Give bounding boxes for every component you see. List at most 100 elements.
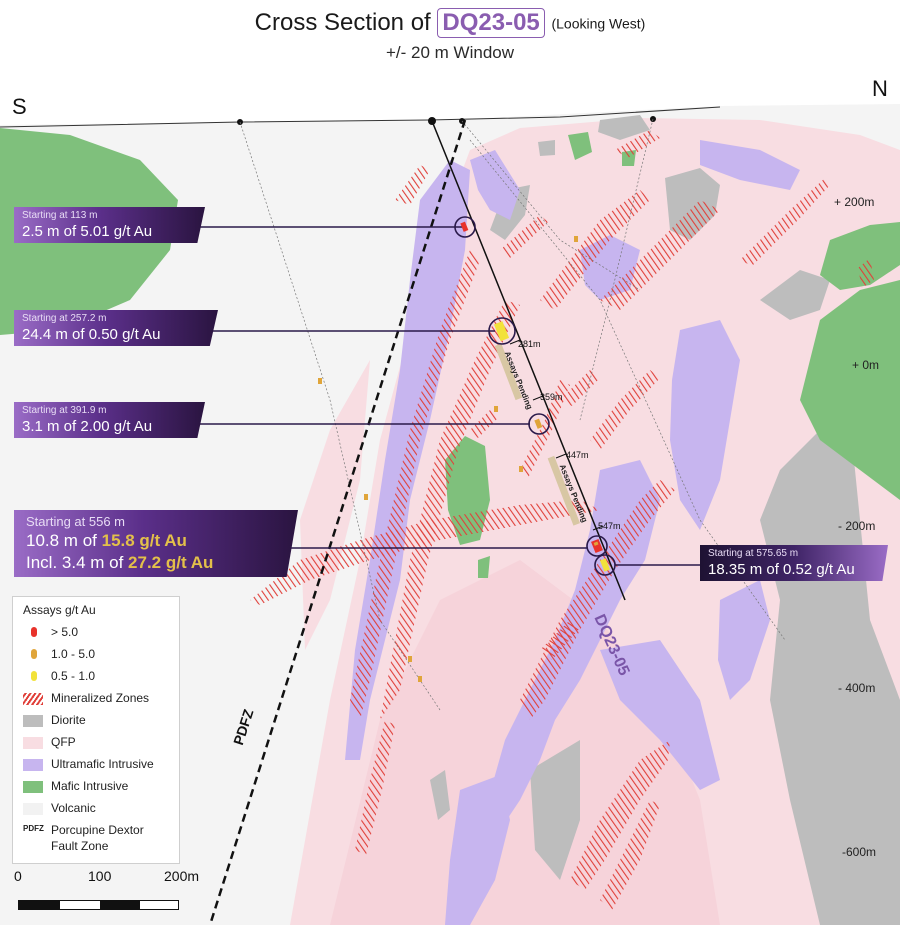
legend-item-label: Mafic Intrusive [51, 779, 129, 793]
legend-item-pdfz: PDFZ Porcupine Dextor Fault Zone [23, 823, 173, 857]
intercept-callout-257: Starting at 257.2 m 24.4 m of 0.50 g/t A… [14, 310, 218, 346]
assay-mid [593, 541, 599, 546]
callout-include: Incl. 3.4 m of 27.2 g/t Au [26, 552, 286, 574]
pdfz-fault-line [208, 119, 467, 925]
elevation-label: - 400m [838, 681, 876, 695]
small-assay-dots [318, 236, 578, 682]
intercept-callout-391: Starting at 391.9 m 3.1 m of 2.00 g/t Au [14, 402, 205, 438]
mafic-right-2 [820, 222, 900, 290]
title-hole-id: DQ23-05 [437, 8, 545, 38]
callout-start: Starting at 556 m [26, 514, 125, 529]
depth-label: 447m [566, 450, 589, 460]
depth-label: 281m [518, 339, 541, 349]
callout-start: Starting at 575.65 m [708, 548, 799, 559]
swatch-icon [23, 759, 43, 771]
assay-low [493, 321, 510, 342]
callout-result: 3.1 m of 2.00 g/t Au [22, 418, 153, 435]
intercept-callout-113: Starting at 113 m 2.5 m of 5.01 g/t Au [14, 207, 205, 243]
legend-item: QFP [23, 735, 173, 751]
legend-item-label: 0.5 - 1.0 [51, 669, 96, 683]
assay-high [460, 221, 469, 232]
legend-item: Ultramafic Intrusive [23, 757, 173, 773]
elevation-label: + 0m [852, 358, 880, 372]
legend-item-label: Volcanic [51, 801, 96, 815]
legend-item-label: > 5.0 [51, 625, 79, 639]
scale-segment [100, 900, 140, 910]
scale-label: 100 [88, 868, 112, 884]
assay-mid [534, 418, 543, 429]
scale-label: 0 [14, 868, 22, 884]
hatch-swatch-icon [23, 693, 43, 705]
assay-low [599, 558, 611, 572]
callout-leaders [190, 226, 700, 566]
swatch-icon [23, 781, 43, 793]
ultramafic-8 [718, 580, 770, 700]
legend-item-label: Fault Zone [51, 839, 109, 853]
legend-item: > 5.0 [23, 625, 173, 641]
ultramafic-9 [700, 140, 800, 190]
legend: Assays g/t Au > 5.0 1.0 - 5.0 0.5 - 1.0 … [12, 596, 180, 864]
assays-pending-segment-2 [547, 455, 580, 526]
legend-item: Volcanic [23, 801, 173, 817]
legend-item-label: 1.0 - 5.0 [51, 647, 96, 661]
callout-start: Starting at 113 m [22, 210, 98, 221]
callout-result-grade: 15.8 g/t Au [101, 531, 187, 550]
diorite-low-2 [430, 770, 450, 820]
legend-item-label: QFP [51, 735, 76, 749]
assay-dot-icon [31, 671, 37, 681]
swatch-icon [23, 737, 43, 749]
callout-result: 10.8 m of 15.8 g/t Au [26, 530, 286, 552]
legend-item-label: Diorite [51, 713, 86, 727]
compass-north: N [872, 76, 888, 101]
depth-label: 547m [598, 521, 621, 531]
swatch-icon [23, 803, 43, 815]
legend-title: Assays g/t Au [23, 603, 96, 617]
legend-item: Diorite [23, 713, 173, 729]
ultramafic-3 [670, 320, 740, 530]
diorite-left-small [538, 140, 555, 156]
compass-south: S [12, 94, 27, 119]
legend-item-label: Ultramafic Intrusive [51, 757, 154, 771]
depth-ticks [509, 339, 604, 531]
ultramafic-6 [445, 775, 510, 925]
scale-segment [59, 900, 101, 910]
assay-dot-icon [31, 627, 37, 637]
callout-include-prefix: Incl. 3.4 m of [26, 553, 129, 572]
title-orientation: (Looking West) [551, 15, 646, 32]
elevation-label: + 200m [834, 195, 875, 209]
legend-item: 1.0 - 5.0 [23, 647, 173, 663]
legend-item-label: Porcupine Dextor [51, 823, 144, 837]
callout-result: 24.4 m of 0.50 g/t Au [22, 326, 161, 343]
ultramafic-2 [470, 150, 520, 220]
intercept-callout-556: Starting at 556 m 10.8 m of 15.8 g/t Au … [14, 510, 298, 577]
ultramafic-7 [600, 640, 720, 790]
elevation-label: - 200m [838, 519, 876, 533]
diorite-top-1 [598, 115, 650, 140]
legend-item: Mafic Intrusive [23, 779, 173, 795]
depth-label: 359m [540, 392, 563, 402]
scale-label: 200m [164, 868, 200, 884]
title-prefix: Cross Section of [254, 9, 431, 36]
legend-item: Mineralized Zones [23, 691, 173, 707]
callout-start: Starting at 257.2 m [22, 313, 107, 324]
legend-item-label: Mineralized Zones [51, 691, 150, 705]
callout-start: Starting at 391.9 m [22, 405, 107, 416]
diorite-low-1 [530, 740, 580, 880]
scale-segment [139, 900, 179, 910]
drillhole-trace [431, 120, 626, 601]
scale-bar: 0 100 200m [12, 868, 199, 913]
scale-segment [18, 900, 60, 910]
page-subtitle: +/- 20 m Window [385, 43, 514, 62]
assay-high [591, 538, 603, 554]
callout-result: 18.35 m of 0.52 g/t Au [708, 561, 855, 578]
page-title: Cross Section of DQ23-05 (Looking West) [0, 8, 900, 38]
callout-include-grade: 27.2 g/t Au [128, 553, 214, 572]
mafic-right [800, 280, 900, 500]
swatch-icon [23, 715, 43, 727]
callout-result: 2.5 m of 5.01 g/t Au [22, 223, 153, 240]
legend-pdfz-key: PDFZ [23, 824, 44, 833]
title-block: Cross Section of DQ23-05 (Looking West) … [0, 0, 900, 70]
callout-result-prefix: 10.8 m of [26, 531, 102, 550]
mineralized-zones [250, 130, 874, 910]
intercept-markers [454, 216, 616, 576]
